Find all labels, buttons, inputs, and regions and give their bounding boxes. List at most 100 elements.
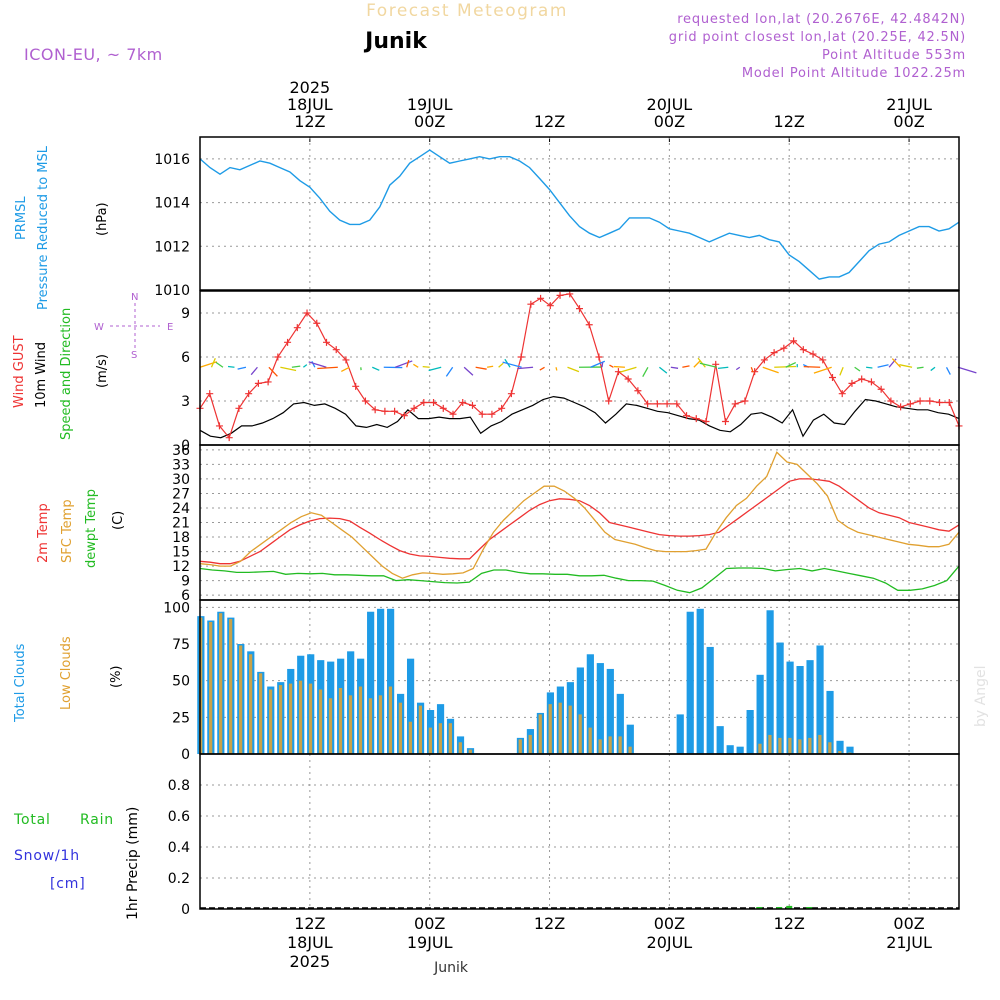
low-cloud-bar	[388, 686, 393, 754]
total-cloud-bar	[786, 661, 794, 754]
rain-bar	[806, 907, 813, 909]
bottom-axis-label: 2025	[289, 952, 330, 971]
gust-marker	[897, 403, 905, 411]
total-cloud-bar	[836, 740, 844, 754]
gust-marker	[585, 321, 593, 329]
gust-marker	[303, 309, 311, 317]
wind-arrow	[899, 364, 913, 368]
total-cloud-bar	[586, 654, 594, 754]
wind-arrow	[697, 357, 706, 368]
low-cloud-bar	[558, 702, 562, 754]
bottom-axis-label: 12Z	[294, 914, 325, 933]
rain-bar	[786, 905, 793, 909]
wind-panel: 0 3 6 9	[181, 290, 977, 454]
gust-marker	[235, 404, 243, 412]
total-cloud-bar	[696, 608, 704, 754]
temp2m-label: 2m Temp	[36, 503, 51, 563]
low-cloud-bar	[268, 689, 273, 754]
total-cloud-bar	[726, 745, 734, 754]
wind-arrow	[428, 366, 442, 372]
gust-marker	[829, 374, 836, 382]
low-cloud-bar	[418, 705, 423, 754]
wind-arrow	[693, 360, 701, 368]
precip-rain-label: Rain	[80, 812, 114, 828]
total-cloud-bar	[736, 746, 744, 754]
gust-marker	[313, 319, 321, 327]
gust-marker	[790, 337, 798, 345]
gust-marker	[507, 390, 515, 398]
wind-arrow	[555, 367, 558, 371]
y-tick-label: 27	[172, 486, 190, 502]
credit-watermark: by Angel	[973, 666, 989, 727]
bottom-axis-label: 12Z	[774, 914, 805, 933]
snow-unit-label: [cm]	[50, 876, 85, 892]
top-axis-label: 2025	[289, 78, 330, 97]
wind-arrow	[302, 364, 308, 368]
compass-e: E	[167, 322, 173, 333]
bottom-axis-label: 20JUL	[647, 933, 693, 952]
rain-bar	[756, 907, 763, 909]
gust-marker	[634, 387, 642, 395]
wind-arrow	[891, 358, 902, 368]
y-tick-label: 3	[181, 394, 190, 410]
wind-arrow	[308, 361, 327, 368]
wind-arrow	[567, 366, 580, 373]
wind-arrow	[590, 360, 606, 368]
gust-marker	[332, 346, 340, 354]
total-cloud-bar	[776, 642, 784, 754]
y-tick-label: 15	[172, 545, 190, 561]
gust-marker	[702, 418, 710, 426]
chart-title: Forecast Meteogram	[366, 1, 568, 21]
low-clouds-label: Low Clouds	[59, 636, 74, 710]
top-axis-label: 19JUL	[407, 95, 453, 114]
wind-arrow	[803, 365, 821, 368]
gust-marker	[799, 346, 807, 354]
total-cloud-bar	[686, 611, 694, 754]
total-cloud-bar	[706, 646, 714, 754]
gust-marker	[459, 398, 467, 406]
temp-sfc-line	[199, 451, 960, 579]
low-cloud-bar	[348, 695, 353, 754]
gust-marker	[624, 375, 632, 383]
low-cloud-bar	[248, 654, 253, 754]
y-tick-label: 50	[172, 674, 190, 690]
gust-marker	[595, 353, 603, 361]
gust-marker	[887, 397, 895, 405]
frame-precip	[199, 753, 960, 910]
gust-marker	[731, 400, 739, 408]
wind-arrow	[445, 366, 454, 377]
total-cloud-bar	[716, 726, 724, 754]
sfc-temp-label: SFC Temp	[60, 499, 75, 563]
y-tick-label: 75	[172, 637, 190, 653]
frame-wind	[199, 290, 960, 446]
compass-s: S	[131, 350, 137, 361]
gust-marker	[449, 410, 457, 418]
wind-arrow	[735, 366, 741, 371]
gust-marker	[371, 406, 379, 414]
frame-pressure	[199, 136, 960, 291]
low-cloud-bar	[578, 714, 582, 754]
bottom-axis-label: 19JUL	[407, 933, 453, 952]
gust-marker	[245, 390, 253, 398]
low-cloud-bar	[318, 689, 323, 754]
gust-marker	[848, 379, 856, 387]
low-cloud-bar	[408, 721, 413, 754]
low-cloud-bar	[468, 749, 472, 754]
gust-marker	[605, 397, 613, 405]
wind-speed-dir-label: Speed and Direction	[59, 308, 74, 440]
total-cloud-bar	[367, 611, 375, 754]
low-cloud-bar	[378, 695, 383, 754]
low-cloud-bar	[239, 645, 243, 754]
gust-marker	[468, 401, 476, 409]
gust-marker	[381, 407, 389, 415]
wind-arrow	[854, 366, 861, 372]
top-axis-label: 12Z	[534, 112, 565, 131]
total-cloud-bar	[626, 724, 634, 754]
gust-marker	[653, 400, 661, 408]
wind-arrow	[227, 365, 235, 368]
wind-arrow	[658, 366, 668, 374]
wind-arrow	[888, 358, 897, 368]
gust-marker	[352, 382, 360, 390]
wind-arrow	[210, 357, 216, 368]
info-requested: requested lon,lat (20.2676E, 42.4842N)	[677, 12, 966, 27]
